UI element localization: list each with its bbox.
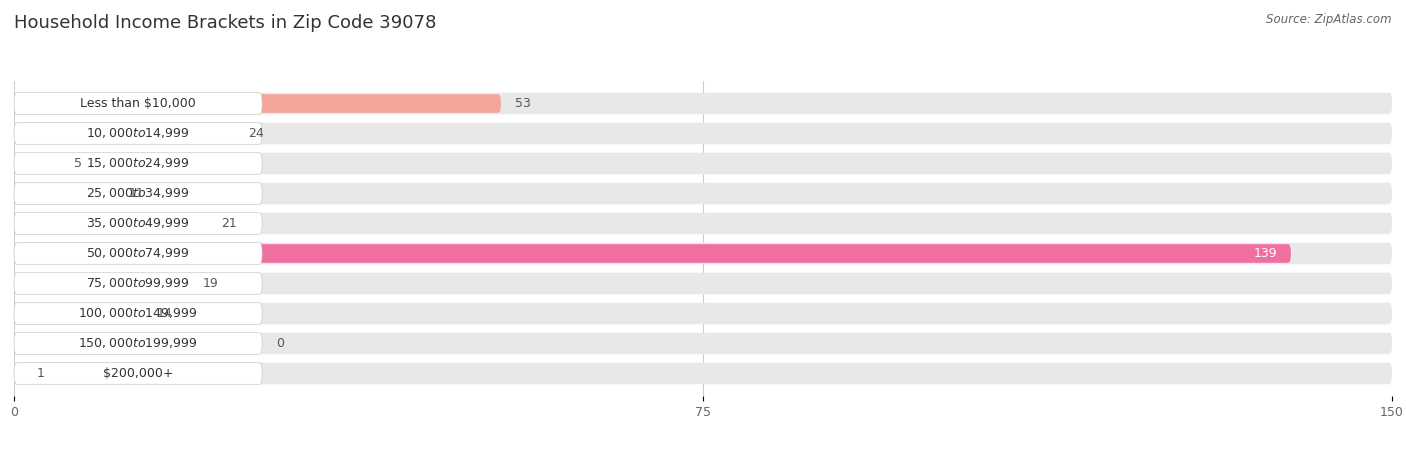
Text: $50,000 to $74,999: $50,000 to $74,999 (86, 247, 190, 261)
FancyBboxPatch shape (14, 363, 1392, 384)
FancyBboxPatch shape (14, 364, 24, 383)
FancyBboxPatch shape (14, 213, 262, 234)
FancyBboxPatch shape (14, 243, 1392, 264)
Text: Household Income Brackets in Zip Code 39078: Household Income Brackets in Zip Code 39… (14, 14, 436, 32)
Text: 5: 5 (73, 157, 82, 170)
FancyBboxPatch shape (14, 273, 1392, 294)
FancyBboxPatch shape (14, 303, 1392, 324)
FancyBboxPatch shape (14, 153, 1392, 174)
FancyBboxPatch shape (14, 154, 60, 173)
Text: $150,000 to $199,999: $150,000 to $199,999 (79, 337, 198, 351)
Text: 0: 0 (276, 337, 284, 350)
Text: $10,000 to $14,999: $10,000 to $14,999 (86, 126, 190, 140)
FancyBboxPatch shape (14, 303, 262, 324)
FancyBboxPatch shape (14, 183, 262, 204)
FancyBboxPatch shape (14, 243, 262, 264)
Text: 19: 19 (202, 277, 218, 290)
FancyBboxPatch shape (14, 304, 142, 323)
Text: 1: 1 (37, 367, 45, 380)
Text: 24: 24 (249, 127, 264, 140)
Text: $25,000 to $34,999: $25,000 to $34,999 (86, 186, 190, 201)
FancyBboxPatch shape (14, 184, 115, 203)
FancyBboxPatch shape (14, 244, 1291, 263)
Text: 53: 53 (515, 97, 530, 110)
Text: 21: 21 (221, 217, 236, 230)
Text: 14: 14 (156, 307, 172, 320)
FancyBboxPatch shape (14, 363, 262, 384)
Text: 11: 11 (129, 187, 145, 200)
Text: $15,000 to $24,999: $15,000 to $24,999 (86, 157, 190, 171)
FancyBboxPatch shape (14, 333, 1392, 354)
FancyBboxPatch shape (14, 93, 262, 114)
Text: $100,000 to $149,999: $100,000 to $149,999 (79, 306, 198, 320)
FancyBboxPatch shape (14, 183, 1392, 204)
FancyBboxPatch shape (14, 123, 262, 144)
FancyBboxPatch shape (14, 273, 262, 294)
FancyBboxPatch shape (14, 333, 262, 354)
FancyBboxPatch shape (14, 93, 1392, 114)
FancyBboxPatch shape (14, 123, 1392, 144)
Text: $35,000 to $49,999: $35,000 to $49,999 (86, 216, 190, 230)
Text: Source: ZipAtlas.com: Source: ZipAtlas.com (1267, 14, 1392, 27)
FancyBboxPatch shape (14, 274, 188, 293)
FancyBboxPatch shape (14, 124, 235, 143)
FancyBboxPatch shape (14, 213, 1392, 234)
FancyBboxPatch shape (14, 94, 501, 113)
Text: $75,000 to $99,999: $75,000 to $99,999 (86, 276, 190, 291)
FancyBboxPatch shape (14, 153, 262, 174)
FancyBboxPatch shape (14, 214, 207, 233)
Text: $200,000+: $200,000+ (103, 367, 173, 380)
Text: Less than $10,000: Less than $10,000 (80, 97, 195, 110)
Text: 139: 139 (1254, 247, 1277, 260)
